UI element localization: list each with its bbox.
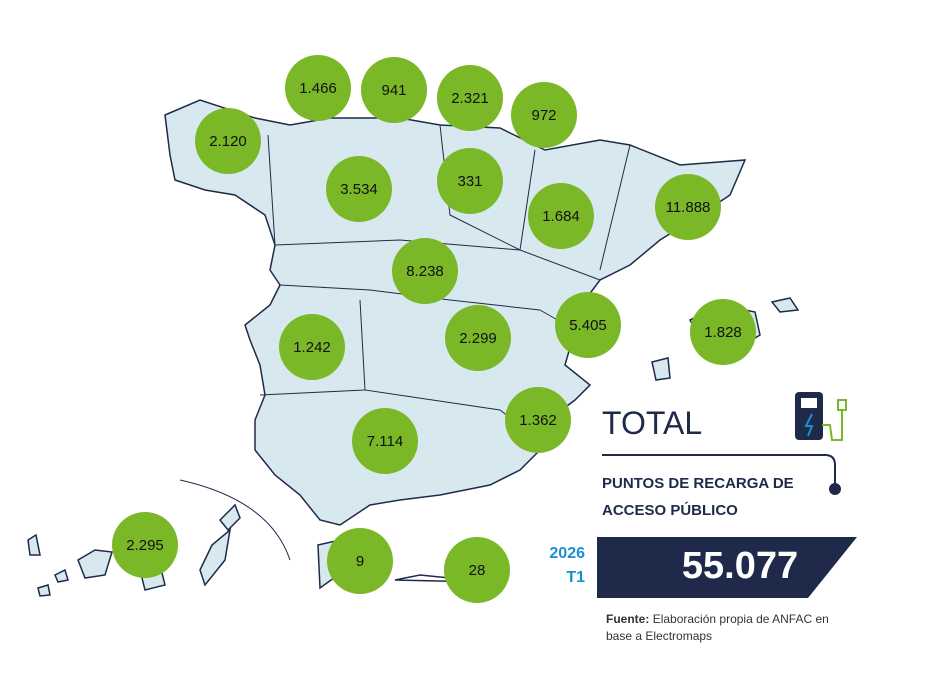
region-bubble bbox=[279, 314, 345, 380]
region-count: 28 bbox=[469, 562, 486, 579]
total-quarter: T1 bbox=[566, 569, 585, 586]
region-count: 2.321 bbox=[451, 90, 489, 107]
region-bubble bbox=[285, 55, 351, 121]
region-bubble bbox=[326, 156, 392, 222]
cable bbox=[822, 410, 843, 441]
region-bubble bbox=[437, 148, 503, 214]
region-bubble bbox=[112, 512, 178, 578]
region-count: 941 bbox=[381, 82, 406, 99]
bolt bbox=[804, 413, 814, 437]
canary-separator bbox=[179, 479, 291, 561]
region-count: 5.405 bbox=[569, 317, 607, 334]
fuerteventura bbox=[199, 528, 232, 587]
total-value: 55.077 bbox=[681, 545, 799, 587]
region-count: 7.114 bbox=[367, 433, 403, 450]
total-year: 2026 bbox=[549, 545, 585, 562]
tenerife bbox=[77, 549, 113, 579]
region-bubble bbox=[511, 82, 577, 148]
connector-line bbox=[602, 454, 836, 485]
region-count: 1.684 bbox=[542, 208, 580, 225]
region-count: 8.238 bbox=[406, 263, 444, 280]
region-count: 9 bbox=[356, 553, 364, 570]
region-count: 2.120 bbox=[209, 133, 247, 150]
menorca bbox=[770, 297, 800, 313]
total-title: TOTAL bbox=[602, 405, 703, 441]
region-bubble bbox=[505, 387, 571, 453]
region-bubble bbox=[444, 537, 510, 603]
region-bubble bbox=[445, 305, 511, 371]
region-count: 1.466 bbox=[299, 80, 337, 97]
region-count: 1.242 bbox=[293, 339, 331, 356]
source-text: Elaboración propia de ANFAC en base a El… bbox=[606, 612, 829, 643]
charger-icon bbox=[602, 392, 847, 495]
el-hierro bbox=[37, 584, 51, 597]
la-palma bbox=[27, 533, 41, 556]
ibiza bbox=[651, 357, 671, 381]
charger-screen bbox=[801, 398, 817, 408]
region-count: 972 bbox=[531, 107, 556, 124]
region-bubble bbox=[352, 408, 418, 474]
la-gomera bbox=[54, 568, 69, 583]
connector-dot bbox=[829, 483, 841, 495]
peninsula bbox=[164, 99, 747, 526]
region-bubble bbox=[195, 108, 261, 174]
source-note: Fuente: Elaboración propia de ANFAC en b… bbox=[606, 611, 846, 645]
region-count: 3.534 bbox=[340, 181, 378, 198]
region-bubble bbox=[690, 299, 756, 365]
region-count: 1.828 bbox=[704, 324, 742, 341]
region-count: 331 bbox=[457, 173, 482, 190]
total-subtitle: PUNTOS DE RECARGA DE ACCESO PÚBLICO bbox=[602, 475, 794, 519]
region-count: 2.299 bbox=[459, 330, 497, 347]
region-bubble bbox=[361, 57, 427, 123]
region-bubble bbox=[392, 238, 458, 304]
region-bubble bbox=[437, 65, 503, 131]
lanzarote bbox=[218, 503, 241, 532]
bubbles: 1.466 941 2.321 972 2.120 3.534 331 1.684 11.888… bbox=[112, 55, 756, 603]
total-banner bbox=[597, 537, 857, 598]
region-bubble bbox=[327, 528, 393, 594]
plug bbox=[837, 399, 847, 411]
region-bubble bbox=[555, 292, 621, 358]
region-count: 2.295 bbox=[126, 537, 164, 554]
source-label: Fuente: bbox=[606, 612, 650, 626]
region-bubble bbox=[528, 183, 594, 249]
region-count: 11.888 bbox=[666, 199, 711, 216]
region-count: 1.362 bbox=[519, 412, 557, 429]
region-bubble bbox=[655, 174, 721, 240]
